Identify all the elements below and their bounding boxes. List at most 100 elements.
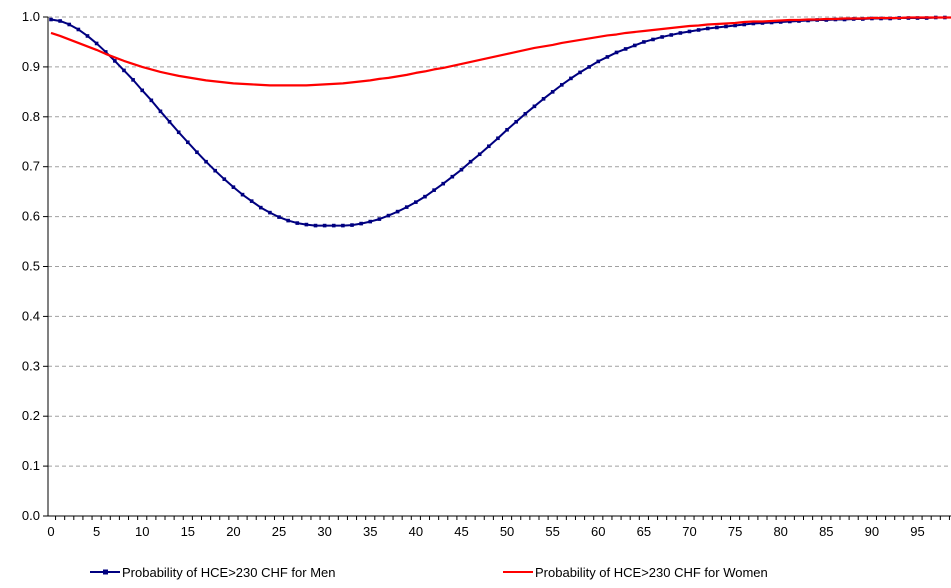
data-point-men xyxy=(195,150,199,155)
x-tick-label: 50 xyxy=(500,524,514,539)
data-point-men xyxy=(733,23,737,28)
data-point-men xyxy=(113,59,117,63)
x-tick-label: 35 xyxy=(363,524,377,539)
data-point-men xyxy=(669,33,674,37)
data-point-men xyxy=(450,174,455,179)
data-point-men xyxy=(678,31,683,35)
x-tick-label: 25 xyxy=(272,524,286,539)
x-tick-label: 20 xyxy=(226,524,240,539)
grid-lines xyxy=(48,16,951,467)
data-point-men xyxy=(687,29,692,34)
x-tick-label: 30 xyxy=(317,524,331,539)
data-point-men xyxy=(487,144,491,149)
data-point-men xyxy=(578,70,582,75)
data-point-men xyxy=(632,43,637,48)
data-point-men xyxy=(76,27,81,32)
data-point-men xyxy=(724,24,728,29)
data-point-men xyxy=(788,19,792,24)
data-point-men xyxy=(322,223,327,228)
data-point-men xyxy=(423,194,427,199)
legend-label-women: Probability of HCE>230 CHF for Women xyxy=(535,565,768,580)
series-line-women xyxy=(50,16,951,87)
data-point-men xyxy=(377,217,382,221)
data-point-men xyxy=(359,221,363,226)
data-point-men xyxy=(240,192,245,197)
data-point-men xyxy=(186,140,190,145)
data-point-men xyxy=(140,88,145,93)
data-point-men xyxy=(277,215,281,219)
y-tick-label: 0.4 xyxy=(22,308,40,323)
y-tick-label: 1.0 xyxy=(22,9,40,24)
data-point-men xyxy=(441,181,446,186)
data-point-men xyxy=(222,177,227,181)
y-tick-label: 0.1 xyxy=(22,458,40,473)
x-tick-label: 15 xyxy=(181,524,195,539)
data-point-men xyxy=(550,90,555,94)
data-point-men xyxy=(67,22,72,27)
y-tick-labels: 0.0 0.1 0.2 0.3 0.4 0.5 0.6 0.7 0.8 0.9 1.0 xyxy=(22,9,40,523)
x-tick-labels: 0 5 10 15 20 25 30 35 40 45 50 55 60 65 70 75 80 85 90 95 xyxy=(47,524,924,539)
data-point-men xyxy=(623,47,628,51)
data-point-men xyxy=(477,152,482,157)
data-point-men xyxy=(705,26,710,31)
data-point-men xyxy=(204,159,208,164)
x-tick-label: 75 xyxy=(728,524,742,539)
data-point-men xyxy=(778,20,783,24)
y-tick-label: 0.7 xyxy=(22,159,40,174)
data-point-men xyxy=(660,35,664,39)
y-tick-label: 0.2 xyxy=(22,408,40,423)
x-tick-label: 70 xyxy=(682,524,696,539)
legend-item-women: Probability of HCE>230 CHF for Women xyxy=(503,565,768,580)
data-point-men xyxy=(85,34,90,38)
data-point-men xyxy=(432,188,436,192)
y-tick-label: 0.8 xyxy=(22,109,40,124)
data-point-men xyxy=(149,98,154,103)
x-tick-label: 5 xyxy=(93,524,100,539)
x-tick-label: 40 xyxy=(409,524,423,539)
data-point-men xyxy=(313,223,318,228)
data-point-men xyxy=(304,222,309,227)
data-point-men xyxy=(176,130,181,135)
data-point-men xyxy=(167,119,172,124)
legend-item-men: Probability of HCE>230 CHF for Men xyxy=(90,565,336,580)
x-tick-label: 95 xyxy=(910,524,924,539)
data-point-men xyxy=(286,218,290,223)
data-point-men xyxy=(58,19,62,23)
y-tick-label: 0.6 xyxy=(22,209,40,224)
x-tick-label: 0 xyxy=(47,524,54,539)
x-tick-label: 55 xyxy=(545,524,559,539)
data-point-men xyxy=(231,185,236,189)
x-tick-label: 85 xyxy=(819,524,833,539)
data-point-men xyxy=(614,50,619,55)
data-point-men xyxy=(103,50,108,54)
x-tick-label: 80 xyxy=(773,524,787,539)
data-point-men xyxy=(268,210,272,215)
data-point-men xyxy=(760,21,765,25)
data-point-men xyxy=(331,223,336,228)
data-point-men xyxy=(742,22,747,27)
x-tick-label: 45 xyxy=(454,524,468,539)
data-point-men xyxy=(341,223,345,228)
data-point-men xyxy=(258,205,263,210)
data-point-men xyxy=(514,119,518,124)
data-point-men xyxy=(751,21,756,26)
data-point-men xyxy=(459,167,464,172)
data-point-men xyxy=(559,83,564,87)
data-point-men xyxy=(395,209,400,214)
data-point-men xyxy=(587,65,591,69)
data-point-men xyxy=(569,76,573,81)
data-point-men xyxy=(295,221,300,225)
x-tick-label: 65 xyxy=(637,524,651,539)
data-point-men xyxy=(468,159,473,164)
x-tick-label: 60 xyxy=(591,524,605,539)
data-point-men xyxy=(642,40,646,44)
data-point-men xyxy=(541,97,546,101)
legend: Probability of HCE>230 CHF for Men Proba… xyxy=(90,565,768,580)
y-tick-label: 0.5 xyxy=(22,259,40,274)
x-tick-label: 10 xyxy=(135,524,149,539)
y-tick-label: 0.0 xyxy=(22,508,40,523)
data-point-men xyxy=(213,168,217,173)
